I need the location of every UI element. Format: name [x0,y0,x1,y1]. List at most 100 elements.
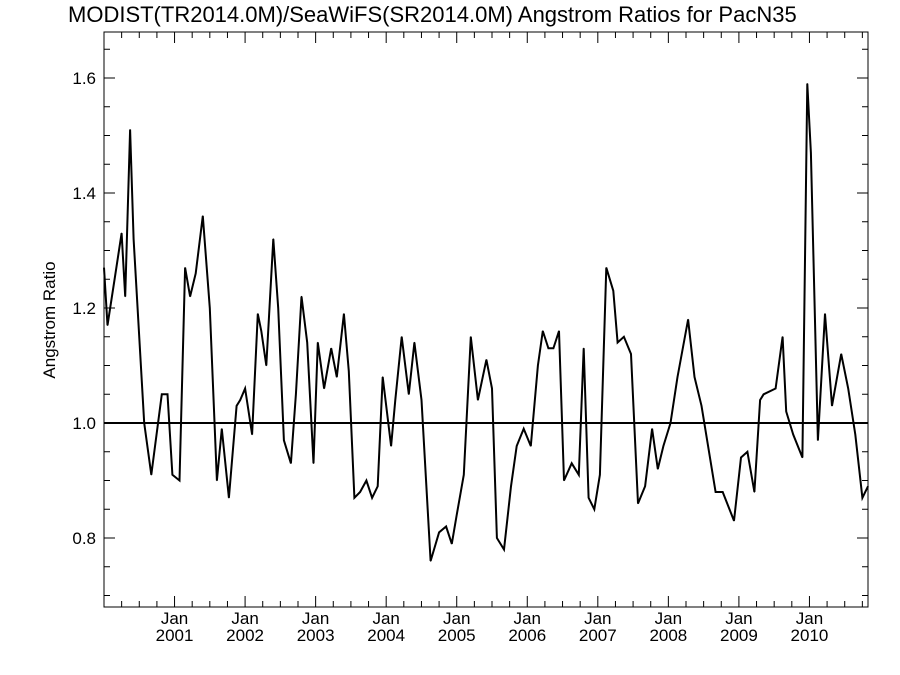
data-point [317,341,319,344]
data-point [530,445,532,447]
data-point [588,497,590,499]
data-point [382,376,384,378]
data-point [129,129,131,131]
data-point [806,83,808,85]
data-point [420,399,423,401]
x-tick-month-label: Jan [161,609,188,628]
axes [103,31,869,608]
data-point [348,370,350,372]
data-point [438,531,440,533]
data-point [390,445,392,447]
x-tick-month-label: Jan [584,609,611,628]
data-point [150,474,152,476]
data-point [451,543,453,545]
data-point [161,393,163,395]
data-point [733,520,735,522]
data-point [753,491,756,493]
data-point [651,428,653,430]
data-point [763,393,765,395]
data-point [759,399,761,401]
data-point [824,313,826,315]
data-point [312,462,315,464]
data-point [124,295,126,298]
data-point [178,479,181,482]
x-tick-month-label: Jan [372,609,399,628]
data-point [283,439,285,441]
data-point [209,307,211,309]
data-point [693,376,696,378]
x-tick-year-label: 2004 [367,626,405,645]
data-point [593,508,595,510]
data-point [221,428,223,430]
data-point [637,502,639,505]
data-point [166,393,169,395]
data-point [617,341,619,344]
data-point [195,272,197,275]
y-tick-label: 1.2 [72,299,96,318]
chart-title: MODIST(TR2014.0M)/SeaWiFS(SR2014.0M) Ang… [68,2,797,27]
x-tick-month-label: Jan [514,609,541,628]
data-point [630,353,632,355]
data-point [571,462,573,464]
data-point [277,307,279,309]
data-point [336,376,338,378]
data-point [700,405,703,407]
x-tick-month-label: Jan [302,609,329,628]
data-point [623,336,625,338]
data-point [558,330,560,332]
data-point [272,238,274,240]
data-point [430,560,432,562]
y-axis-label: Angstrom Ratio [40,261,59,378]
data-point [775,387,777,390]
data-point [290,462,292,464]
data-point [817,439,819,441]
x-tick-year-label: 2001 [156,626,194,645]
data-point [746,451,749,453]
data-point [143,422,145,424]
data-point [676,376,679,378]
data-point [537,364,539,367]
data-point [687,318,689,321]
data-point [563,479,565,482]
data-point [578,474,580,476]
data-point [503,548,505,551]
data-point [470,336,472,338]
data-point [244,387,246,390]
data-point [612,290,614,292]
data-point [657,468,659,470]
data-point [401,336,403,338]
data-point [861,497,864,499]
x-tick-year-label: 2003 [297,626,335,645]
data-point [496,537,498,539]
data-point [810,152,812,154]
y-tick-label: 1.4 [72,184,96,203]
tick-labels: 0.81.01.21.41.6Jan2001Jan2002Jan2003Jan2… [72,69,828,645]
data-point [300,295,303,298]
data-point [103,267,105,269]
x-tick-year-label: 2008 [649,626,687,645]
x-tick-year-label: 2002 [226,626,264,645]
data-point [106,324,109,326]
data-point [840,353,842,355]
data-point [477,399,479,401]
data-point [377,485,379,487]
x-tick-year-label: 2005 [438,626,476,645]
data-point [133,238,135,240]
x-tick-month-label: Jan [725,609,752,628]
data-point [445,525,447,528]
data-point [251,433,253,436]
data-point [583,347,585,349]
data-point [189,295,191,298]
data-point [510,485,512,487]
data-point [330,347,332,349]
data-point [353,497,355,499]
data-point [114,278,116,280]
y-tick-label: 1.0 [72,414,96,433]
data-point [257,313,259,315]
data-point [463,474,465,476]
data-point [722,491,724,493]
data-point [831,405,833,407]
data-point [854,433,856,436]
data-point [491,387,493,390]
